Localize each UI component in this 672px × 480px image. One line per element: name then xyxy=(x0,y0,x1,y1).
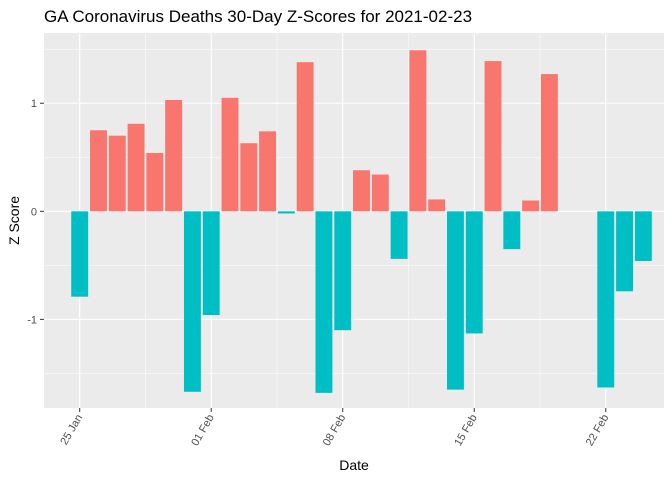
x-axis: 25 Jan 01 Feb 08 Feb 15 Feb 22 Feb xyxy=(58,408,611,448)
bars xyxy=(71,50,652,393)
bar-2021-01-29 xyxy=(146,152,164,212)
bar-2021-02-02 xyxy=(221,97,239,212)
y-axis-title: Z Score xyxy=(6,196,22,245)
bar-2021-02-10 xyxy=(371,174,389,212)
chart-title: GA Coronavirus Deaths 30-Day Z-Scores fo… xyxy=(44,7,472,26)
bar-2021-02-17 xyxy=(503,211,521,250)
x-tick-label: 22 Feb xyxy=(584,413,612,449)
bar-2021-01-31 xyxy=(183,211,201,392)
x-axis-title: Date xyxy=(339,457,369,473)
y-axis: -1 0 1 xyxy=(27,98,44,326)
bar-2021-02-16 xyxy=(484,61,502,212)
bar-2021-02-07 xyxy=(315,211,333,393)
bar-2021-01-30 xyxy=(165,100,183,212)
bar-2021-01-25 xyxy=(71,211,89,297)
bar-2021-02-11 xyxy=(390,211,408,259)
bar-2021-02-05 xyxy=(277,211,295,214)
bar-2021-02-19 xyxy=(540,74,558,212)
bar-2021-02-12 xyxy=(409,50,427,212)
bar-2021-02-22 xyxy=(597,211,615,388)
plot-panel xyxy=(44,33,664,408)
x-tick-label: 15 Feb xyxy=(452,413,480,449)
bar-2021-01-28 xyxy=(127,123,145,212)
bar-2021-02-15 xyxy=(465,211,483,334)
bar-2021-02-04 xyxy=(259,131,277,212)
x-tick-label: 08 Feb xyxy=(321,413,349,449)
y-tick-label: -1 xyxy=(27,314,37,326)
bar-2021-02-18 xyxy=(522,200,540,212)
bar-2021-02-08 xyxy=(334,211,352,331)
bar-2021-02-06 xyxy=(296,62,314,212)
bar-2021-02-09 xyxy=(353,170,370,212)
y-tick-label: 1 xyxy=(31,98,37,110)
y-tick-label: 0 xyxy=(31,206,37,218)
bar-2021-02-03 xyxy=(240,143,258,212)
x-tick-label: 01 Feb xyxy=(189,413,217,449)
bar-2021-02-14 xyxy=(447,211,464,390)
bar-2021-01-27 xyxy=(108,135,126,212)
bar-2021-02-23 xyxy=(616,211,633,292)
bar-2021-01-26 xyxy=(90,130,107,212)
x-tick-label: 25 Jan xyxy=(58,413,85,448)
bar-2021-02-13 xyxy=(428,199,446,212)
bar-2021-02-24 xyxy=(634,211,652,262)
bar-2021-02-01 xyxy=(202,211,220,316)
